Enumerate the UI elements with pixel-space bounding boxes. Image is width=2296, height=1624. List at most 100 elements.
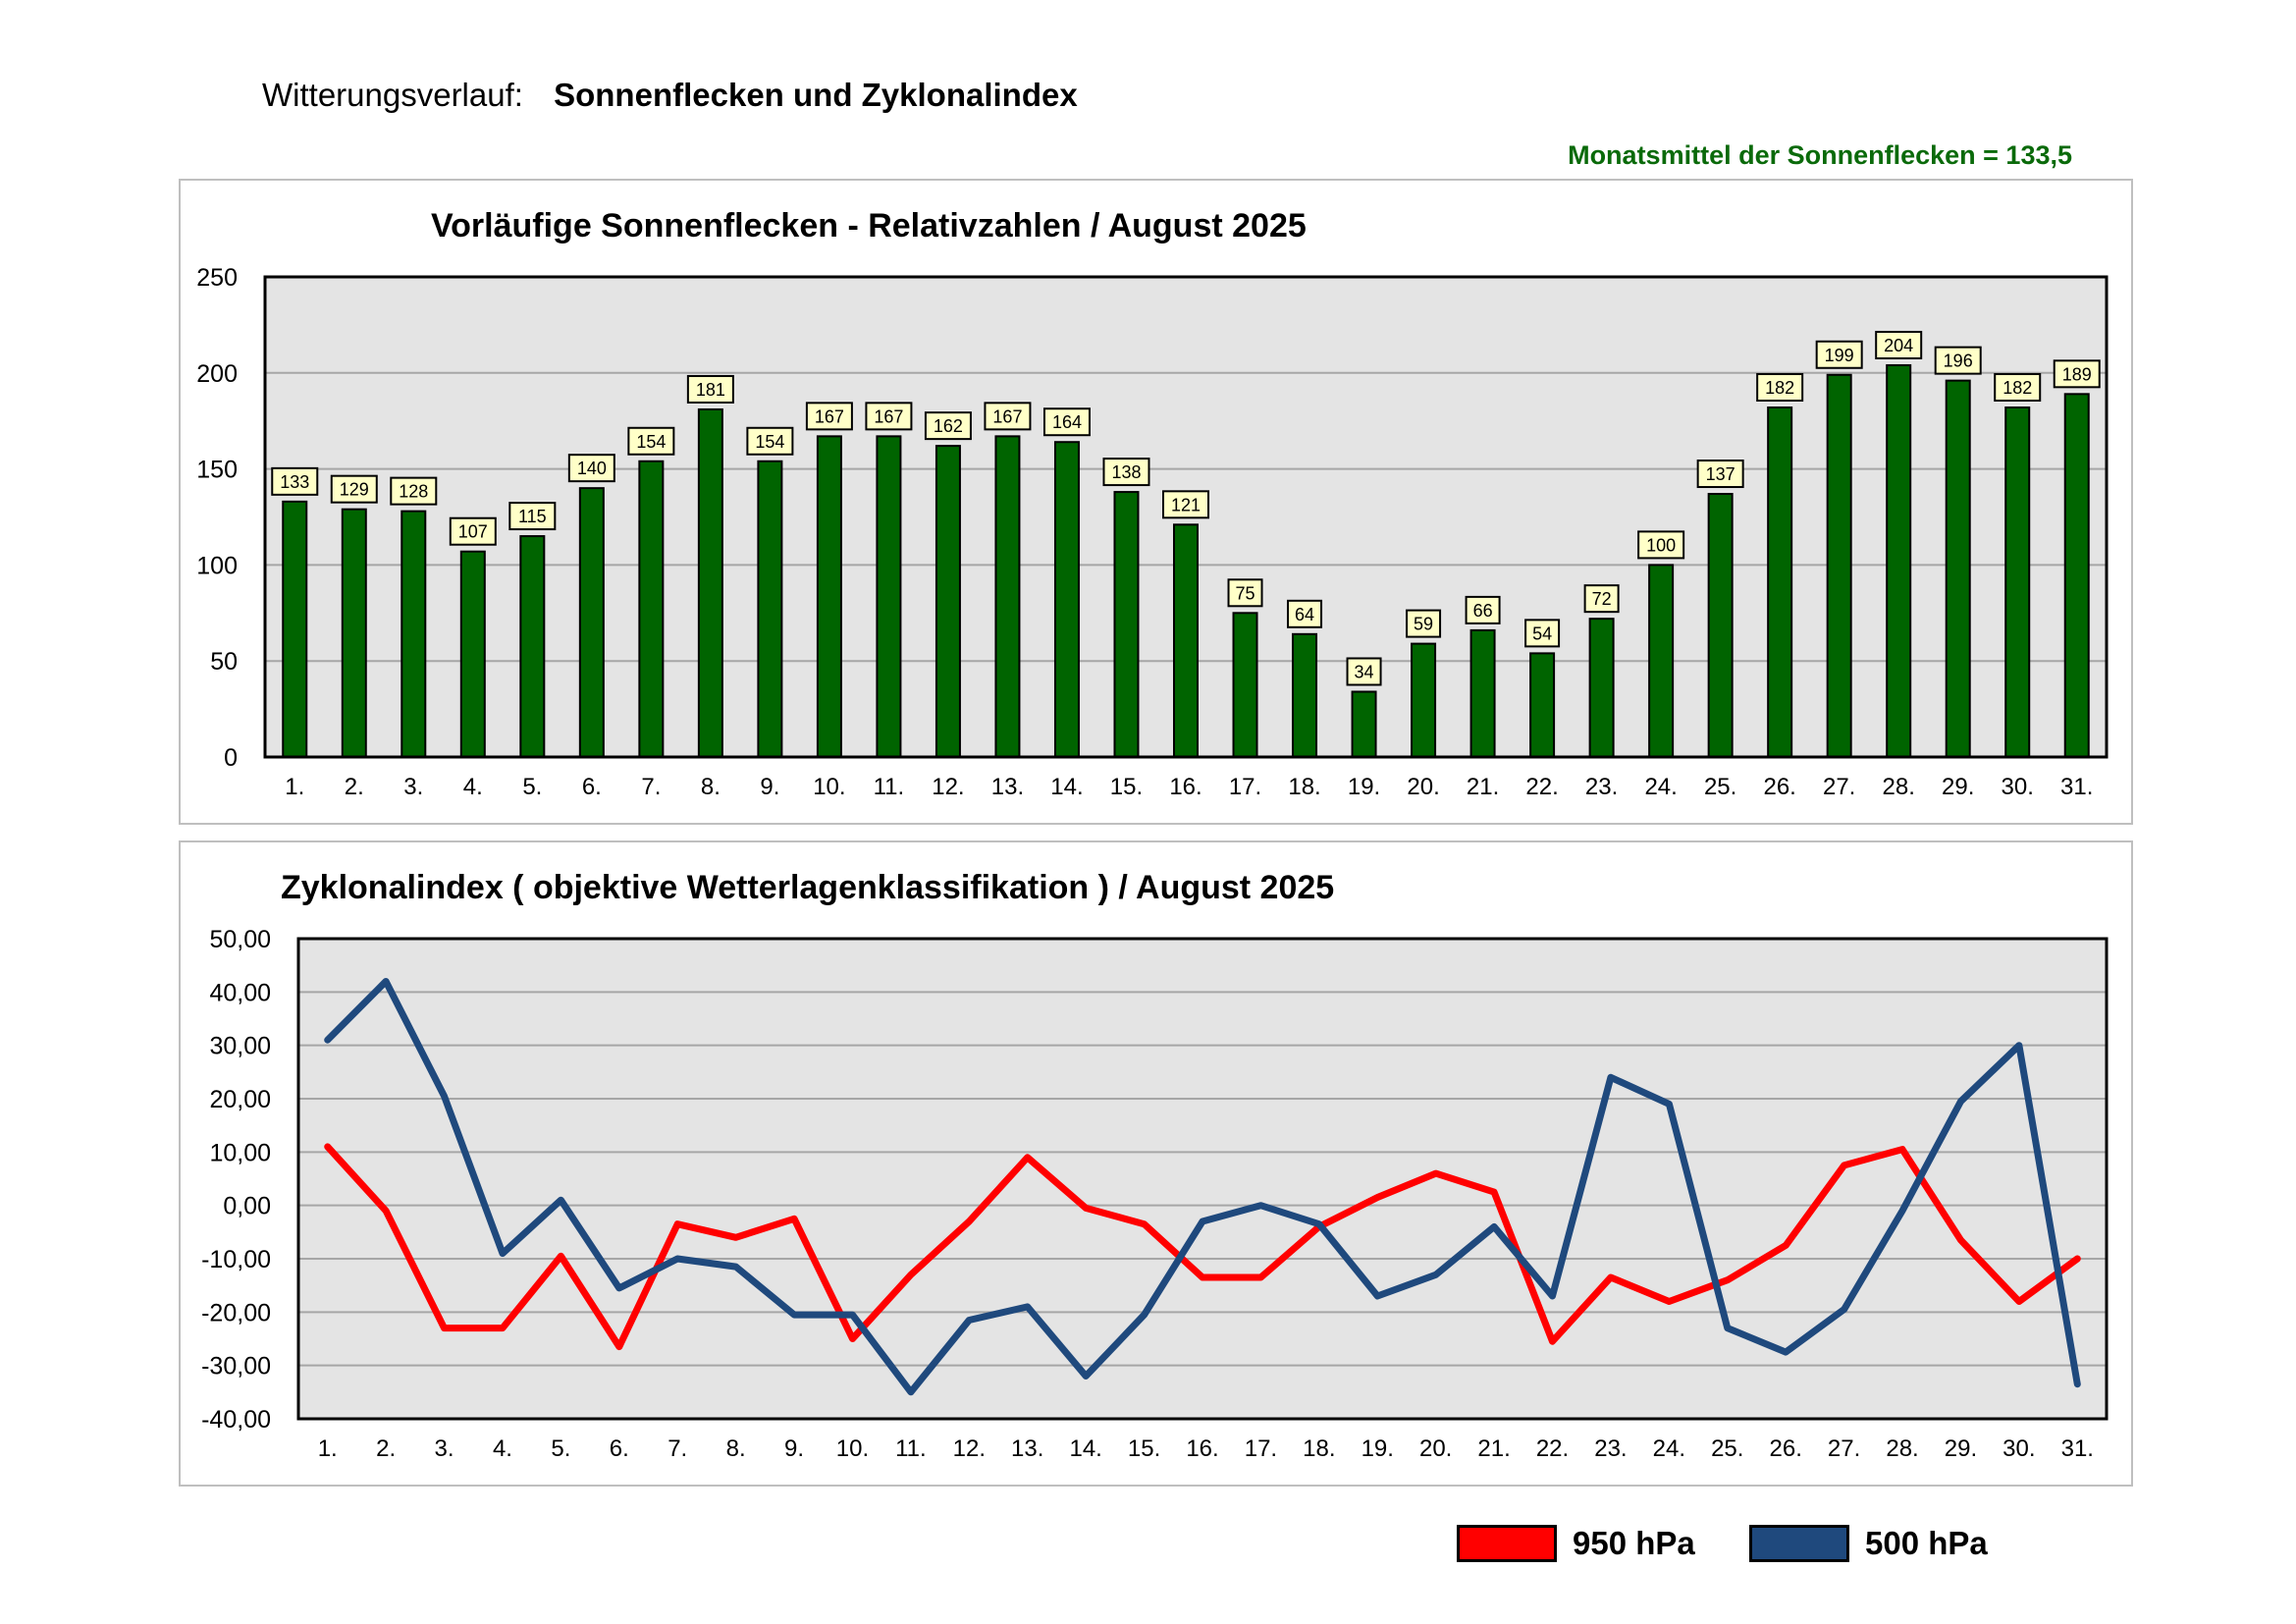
sunspot-data-label: 189 [2062,364,2092,384]
sunspot-x-tick: 12. [932,774,964,800]
sunspot-data-label: 199 [1825,346,1854,365]
sunspot-data-label-box [984,402,1032,431]
sunspot-data-label-box [1994,373,2042,403]
sunspot-x-tick: 9. [760,774,779,800]
cyclonal-x-tick: 12. [953,1435,986,1462]
sunspot-data-label: 162 [934,416,963,436]
sunspot-data-label: 137 [1706,464,1735,484]
sunspot-data-label: 167 [992,406,1022,426]
cyclonal-x-tick: 4. [493,1435,512,1462]
sunspot-data-label-box [508,502,557,531]
sunspot-data-label: 128 [399,482,428,502]
sunspot-bar [519,535,546,758]
sunspot-x-tick: 8. [701,774,721,800]
sunspot-chart: Vorläufige Sonnenflecken - Relativzahlen… [196,207,2109,800]
sunspot-bar [757,460,783,758]
sunspot-bar [282,500,308,758]
sunspot-bar [1588,618,1615,758]
cyclonal-y-tick: 50,00 [209,926,271,953]
sunspot-x-tick: 13. [991,774,1024,800]
cyclonal-x-tick: 15. [1128,1435,1160,1462]
sunspot-data-label: 107 [458,522,488,542]
sunspot-y-tick: 200 [196,360,238,388]
sunspot-x-tick: 5. [522,774,542,800]
cyclonal-y-tick: 10,00 [209,1139,271,1166]
sunspot-bar [459,550,486,759]
sunspot-data-label-box [271,466,319,496]
legend-item-500: 500 hPa [1749,1525,1988,1562]
sunspot-data-label: 167 [874,406,903,426]
sunspot-data-label: 181 [696,380,725,400]
cyclonal-y-tick: -40,00 [201,1406,271,1434]
sunspot-x-tick: 23. [1585,774,1618,800]
sunspot-data-label-box [1637,530,1685,560]
sunspot-data-label: 64 [1295,605,1314,624]
sunspot-data-label-box [1042,407,1091,437]
sunspot-y-tick: 0 [224,744,238,772]
sunspot-bar [2063,393,2090,758]
page-header: Witterungsverlauf: Sonnenflecken und Zyk… [262,77,1078,114]
sunspot-data-label-box [1346,657,1382,686]
sunspot-x-tick: 6. [582,774,602,800]
cyclonal-x-tick: 21. [1477,1435,1510,1462]
sunspot-bar [934,445,961,758]
sunspot-bar [1053,441,1080,758]
sunspot-x-tick: 3. [403,774,423,800]
cyclonal-x-tick: 27. [1828,1435,1860,1462]
sunspot-x-tick: 27. [1823,774,1855,800]
sunspot-data-label: 66 [1473,601,1493,621]
sunspot-x-tick: 7. [641,774,661,800]
cyclonal-x-tick: 24. [1653,1435,1685,1462]
sunspot-x-tick: 16. [1169,774,1201,800]
cyclonal-y-tick: 0,00 [223,1193,271,1220]
sunspot-y-tick: 150 [196,457,238,484]
sunspot-x-tick: 14. [1050,774,1083,800]
cyclonal-x-tick: 17. [1245,1435,1277,1462]
sunspot-x-tick: 15. [1110,774,1143,800]
legend-swatch-500 [1749,1525,1849,1562]
sunspot-chart-title: Vorläufige Sonnenflecken - Relativzahlen… [431,207,1307,244]
series-line-500-hPa [324,978,2081,1396]
sunspot-data-label-box [1102,458,1150,487]
monthly-mean: Monatsmittel der Sonnenflecken = 133,5 [1568,140,2072,170]
cyclonal-chart-title: Zyklonalindex ( objektive Wetterlagenkla… [281,869,1334,906]
sunspot-data-label: 129 [340,480,369,500]
sunspot-data-label-box [449,516,497,546]
sunspot-data-label-box [1815,340,1863,369]
sunspot-data-label: 204 [1884,336,1913,355]
sunspot-x-tick: 18. [1288,774,1320,800]
header-title: Sonnenflecken und Zyklonalindex [554,77,1078,113]
sunspot-bar [1469,628,1496,758]
sunspot-bar [1351,690,1377,758]
cyclonal-x-tick: 11. [895,1435,927,1462]
sunspot-x-tick: 30. [2002,774,2034,800]
legend-swatch-950 [1457,1525,1557,1562]
cyclonal-x-tick: 6. [610,1435,629,1462]
sunspot-data-label: 133 [280,472,309,492]
sunspot-bar [1826,373,1852,758]
sunspot-bar [994,435,1021,758]
sunspot-bar [400,510,427,758]
sunspot-x-tick: 25. [1704,774,1736,800]
cyclonal-chart: Zyklonalindex ( objektive Wetterlagenkla… [201,869,2109,1462]
sunspot-bar [697,407,723,759]
sunspot-plot-frame [263,275,2109,759]
cyclonal-y-tick: 20,00 [209,1086,271,1113]
sunspot-data-label: 72 [1592,589,1612,609]
sunspot-y-tick: 50 [210,648,238,676]
cyclonal-x-tick: 20. [1419,1435,1452,1462]
sunspot-data-label: 54 [1532,623,1552,643]
sunspot-x-tick: 29. [1942,774,1974,800]
sunspot-x-tick: 1. [285,774,304,800]
sunspot-data-label: 140 [577,459,607,478]
sunspot-x-tick: 11. [874,774,905,800]
cyclonal-x-tick: 22. [1536,1435,1569,1462]
sunspot-data-label: 154 [755,432,784,452]
sunspot-data-label: 182 [2002,378,2032,398]
sunspot-x-tick: 28. [1883,774,1915,800]
sunspot-x-tick: 20. [1407,774,1439,800]
sunspot-data-label-box [1875,330,1923,359]
sunspot-bar [816,435,842,758]
sunspot-data-label-box [1406,609,1442,638]
sunspot-data-label: 34 [1355,662,1374,681]
